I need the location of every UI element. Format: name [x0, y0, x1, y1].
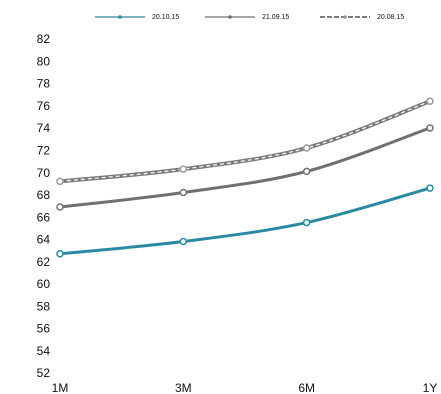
legend-label: 20.08.15 — [377, 14, 404, 21]
legend-marker — [343, 15, 347, 19]
y-tick-label: 62 — [37, 255, 51, 269]
legend-label: 20.10.15 — [152, 14, 179, 21]
y-tick-label: 74 — [37, 121, 51, 135]
point-marker — [302, 167, 311, 176]
legend-label: 21.09.15 — [262, 14, 289, 21]
point-marker — [56, 250, 64, 258]
x-tick-label: 6M — [298, 381, 315, 394]
x-tick-label: 1M — [52, 381, 69, 394]
y-tick-label: 56 — [37, 322, 51, 336]
point-marker — [426, 124, 434, 132]
y-tick-label: 76 — [37, 99, 51, 113]
point-marker — [179, 188, 188, 197]
legend-marker — [118, 15, 122, 19]
x-tick-label: 3M — [175, 381, 192, 394]
series-line — [59, 99, 431, 184]
point-marker — [302, 218, 311, 227]
point-marker — [179, 165, 188, 173]
series-line-dash — [59, 100, 431, 182]
point-marker — [426, 97, 434, 105]
y-tick-label: 60 — [37, 277, 51, 291]
y-tick-label: 68 — [37, 188, 51, 202]
y-tick-label: 64 — [37, 233, 51, 247]
point-marker — [56, 177, 64, 186]
y-tick-label: 80 — [37, 54, 51, 68]
legend-marker — [228, 15, 232, 19]
y-tick-label: 52 — [37, 366, 51, 380]
y-tick-label: 70 — [37, 166, 51, 180]
x-tick-label: 1Y — [423, 381, 438, 394]
y-tick-label: 58 — [37, 299, 51, 313]
series-line — [59, 126, 431, 209]
y-tick-label: 82 — [37, 32, 51, 46]
y-tick-label: 72 — [37, 144, 51, 158]
series-line — [59, 186, 431, 256]
y-tick-label: 54 — [37, 344, 51, 358]
y-tick-label: 78 — [37, 77, 51, 91]
point-marker — [302, 144, 311, 152]
y-tick-label: 66 — [37, 210, 51, 224]
point-marker — [56, 203, 64, 211]
point-marker — [179, 237, 188, 246]
point-marker — [426, 184, 434, 192]
